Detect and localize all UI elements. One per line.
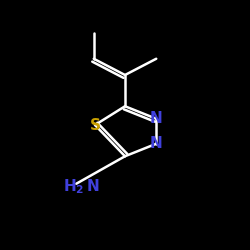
Text: N: N <box>150 136 162 151</box>
Text: N: N <box>86 179 99 194</box>
Text: 2: 2 <box>75 185 82 195</box>
Text: S: S <box>90 118 101 132</box>
Text: H: H <box>64 179 76 194</box>
Text: N: N <box>150 111 162 126</box>
